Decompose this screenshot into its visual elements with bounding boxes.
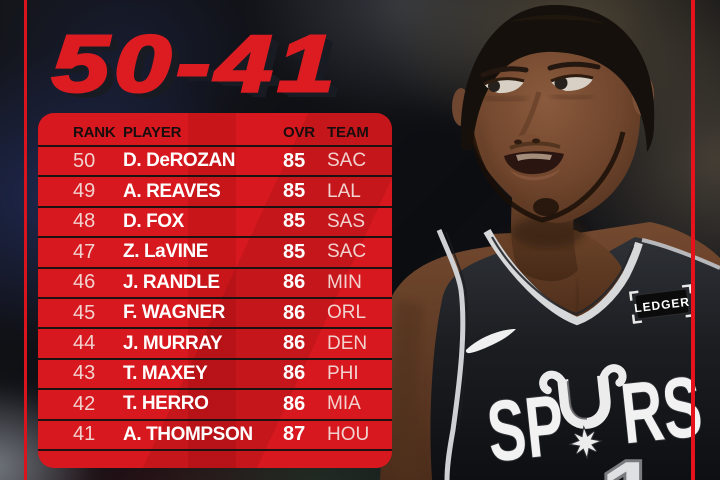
rank-cell: 43 <box>73 362 96 385</box>
rank-cell: 50 <box>73 149 96 172</box>
rank-cell: 42 <box>73 392 96 415</box>
rank-header: RANK <box>73 124 116 141</box>
player-cell: D. DeROZAN <box>123 150 236 172</box>
rank-cell: 45 <box>73 301 96 324</box>
player-cell: T. HERRO <box>123 393 209 415</box>
left-eyelid <box>483 77 525 86</box>
table-row: 42 T. HERRO 86 MIA <box>38 390 392 421</box>
spur-logo <box>539 364 627 461</box>
team-header: TEAM <box>327 124 369 141</box>
table-row: 43 T. MAXEY 86 PHI <box>38 360 392 391</box>
team-cell: ORL <box>327 302 367 324</box>
team-cell: SAC <box>327 241 367 263</box>
ovr-cell: 86 <box>283 392 306 415</box>
table-body: 50 D. DeROZAN 85 SAC 49 A. REAVES 85 LAL 48 D. FO… <box>38 147 392 451</box>
collar-trim <box>483 229 643 326</box>
arm-shading <box>392 300 424 480</box>
ovr-cell: 85 <box>283 149 306 172</box>
ovr-cell: 86 <box>283 332 306 355</box>
player-hair <box>460 4 655 152</box>
ovr-cell: 85 <box>283 240 306 263</box>
team-cell: MIN <box>327 271 362 293</box>
ovr-cell: 86 <box>283 301 306 324</box>
table-row: 49 A. REAVES 85 LAL <box>38 177 392 208</box>
patch-brackets <box>629 284 695 324</box>
team-cell: SAS <box>327 210 366 232</box>
ranking-table-panel: RANK PLAYER OVR TEAM 50 D. DeROZAN 85 SAC 49… <box>38 113 392 468</box>
player-cell: J. RANDLE <box>123 271 220 293</box>
rank-cell: 49 <box>73 180 96 203</box>
left-iris <box>488 80 500 92</box>
team-cell: PHI <box>327 362 359 384</box>
team-cell: MIA <box>327 393 361 415</box>
ovr-cell: 85 <box>283 180 306 203</box>
ovr-cell: 85 <box>283 210 306 233</box>
ledger-patch: LEDGER <box>629 284 695 324</box>
right-strap-trim <box>641 238 720 270</box>
player-cell: A. REAVES <box>123 180 221 202</box>
player-cell: Z. LaVINE <box>123 241 209 263</box>
rank-cell: 48 <box>73 210 96 233</box>
left-eyebrow <box>480 66 529 78</box>
player-cell: D. FOX <box>123 210 184 232</box>
right-eyelid <box>550 74 594 83</box>
team-cell: DEN <box>327 332 368 354</box>
team-cell: SAC <box>327 150 367 172</box>
armhole-stripe <box>445 231 469 431</box>
right-undereye-shadow <box>551 92 593 102</box>
table-row: 47 Z. LaVINE 85 SAC <box>38 238 392 269</box>
goatee <box>533 198 559 216</box>
collar-stripe <box>491 236 635 316</box>
rank-cell: 44 <box>73 332 96 355</box>
wordmark-left: SP <box>483 377 569 480</box>
player-render: LEDGER SP RS 1 <box>380 4 720 480</box>
table-row: 46 J. RANDLE 86 MIN <box>38 269 392 299</box>
player-header: PLAYER <box>123 124 182 141</box>
team-cell: LAL <box>327 180 361 202</box>
armhole-trim <box>436 229 466 480</box>
ranking-range-title: 50-41 <box>50 19 340 108</box>
jersey-number: 1 <box>598 437 662 480</box>
rank-cell: 47 <box>73 240 96 263</box>
hair-sheen <box>510 14 605 24</box>
left-undereye-shadow <box>483 93 527 104</box>
chinstrap-beard <box>468 129 626 223</box>
rank-cell: 46 <box>73 271 96 294</box>
lower-lip <box>510 168 561 181</box>
player-cell: J. MURRAY <box>123 332 223 354</box>
player-cell: A. THOMPSON <box>123 423 253 445</box>
left-frame-line <box>24 0 27 480</box>
right-eyebrow <box>547 61 601 71</box>
chin-shadow <box>512 216 584 248</box>
teeth <box>516 153 552 161</box>
table-row: 44 J. MURRAY 86 DEN <box>38 329 392 360</box>
player-cell: F. WAGNER <box>123 302 225 324</box>
team-cell: HOU <box>327 423 370 445</box>
ovr-cell: 86 <box>283 362 306 385</box>
star-rowel-icon <box>567 425 603 461</box>
table-row: 48 D. FOX 85 SAS <box>38 208 392 239</box>
table-row: 41 A. THOMPSON 87 HOU <box>38 421 392 451</box>
rank-cell: 41 <box>73 423 96 446</box>
nike-swoosh-icon <box>465 329 516 354</box>
player-cell: T. MAXEY <box>123 362 208 384</box>
table-row: 50 D. DeROZAN 85 SAC <box>38 147 392 178</box>
ovr-header: OVR <box>283 124 315 141</box>
table-header-row: RANK PLAYER OVR TEAM <box>38 113 392 147</box>
ovr-cell: 86 <box>283 271 306 294</box>
table-row: 45 F. WAGNER 86 ORL <box>38 299 392 330</box>
mustache <box>509 141 561 150</box>
ovr-cell: 87 <box>283 423 306 446</box>
right-frame-line <box>691 0 695 480</box>
sponsor-patch-label: LEDGER <box>633 295 690 316</box>
